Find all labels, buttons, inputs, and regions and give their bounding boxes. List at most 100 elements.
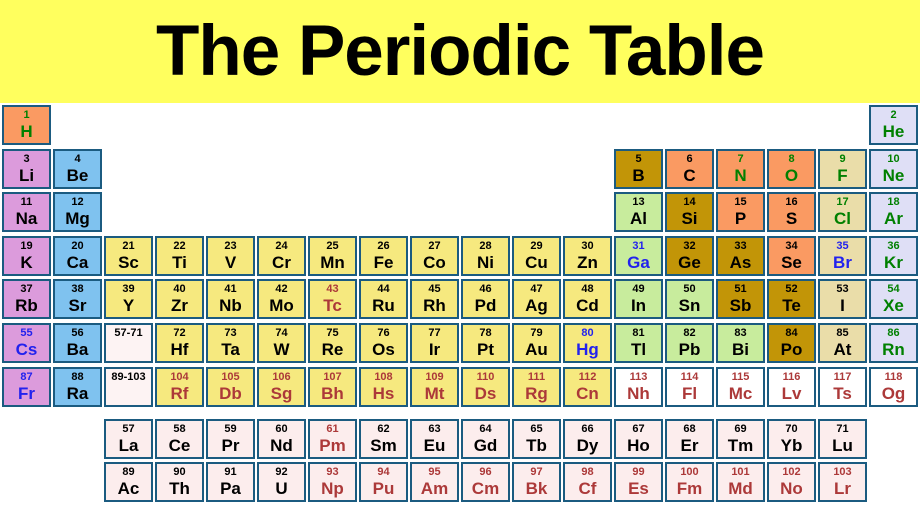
atomic-number: 110 [476, 370, 495, 383]
element-symbol: Rn [882, 339, 905, 359]
element-symbol: P [734, 209, 747, 229]
atomic-number: 118 [884, 370, 903, 383]
element-symbol: S [785, 209, 798, 229]
element-cell-tm: 69 Tm [716, 418, 765, 459]
atomic-number: 40 [173, 283, 186, 296]
element-symbol: Os [372, 339, 395, 359]
atomic-number: 74 [275, 326, 288, 339]
element-cell-tb: 65 Tb [512, 418, 561, 459]
atomic-number: 71 [836, 422, 849, 435]
atomic-number: 108 [374, 370, 393, 383]
element-cell-kr: 36 Kr [869, 235, 918, 276]
element-cell-tc: 43 Tc [308, 279, 357, 320]
element-cell-nh: 113 Nh [614, 366, 663, 407]
element-symbol: Kr [884, 252, 903, 272]
element-symbol: At [833, 339, 852, 359]
element-symbol: Rf [170, 383, 189, 403]
element-cell-rg: 111 Rg [512, 366, 561, 407]
element-cell-cu: 29 Cu [512, 235, 561, 276]
element-cell-ce: 58 Ce [155, 418, 204, 459]
atomic-number: 51 [734, 283, 747, 296]
atomic-number: 19 [20, 239, 33, 252]
atomic-number: 73 [224, 326, 237, 339]
atomic-number: 21 [122, 239, 135, 252]
element-symbol: Mc [728, 383, 753, 403]
element-cell-cl: 17 Cl [818, 192, 867, 233]
element-cell-mt: 109 Mt [410, 366, 459, 407]
element-cell-sn: 50 Sn [665, 279, 714, 320]
element-symbol: Cl [834, 209, 851, 229]
element-symbol: Db [219, 383, 242, 403]
element-cell-dy: 66 Dy [563, 418, 612, 459]
element-cell-md: 101 Md [716, 462, 765, 503]
element-symbol: Cd [576, 296, 599, 316]
element-symbol: Pt [477, 339, 494, 359]
element-cell-ca: 20 Ca [53, 235, 102, 276]
element-cell-fm: 100 Fm [665, 462, 714, 503]
element-symbol: Nb [219, 296, 242, 316]
element-symbol: Ce [168, 435, 191, 455]
atomic-number: 25 [326, 239, 339, 252]
atomic-number: 89 [122, 466, 135, 479]
element-symbol: Pm [319, 435, 346, 455]
element-symbol: Cr [272, 252, 291, 272]
atomic-number: 92 [275, 466, 288, 479]
atomic-number: 69 [734, 422, 747, 435]
page-title: The Periodic Table [156, 12, 765, 91]
element-cell-p: 15 P [716, 192, 765, 233]
element-cell-rh: 45 Rh [410, 279, 459, 320]
element-cell-ti: 22 Ti [155, 235, 204, 276]
element-cell-be: 4 Be [53, 148, 102, 189]
element-cell-at: 85 At [818, 322, 867, 363]
element-cell-nb: 41 Nb [206, 279, 255, 320]
atomic-number: 65 [530, 422, 543, 435]
element-symbol: Ts [833, 383, 852, 403]
atomic-number: 78 [479, 326, 492, 339]
element-cell-th: 90 Th [155, 462, 204, 503]
element-cell-db: 105 Db [206, 366, 255, 407]
element-cell-w: 74 W [257, 322, 306, 363]
element-symbol: N [734, 165, 747, 185]
element-cell-pa: 91 Pa [206, 462, 255, 503]
atomic-number: 33 [734, 239, 747, 252]
element-symbol: B [632, 165, 645, 185]
atomic-number: 80 [581, 326, 594, 339]
element-cell-pb: 82 Pb [665, 322, 714, 363]
atomic-number: 22 [173, 239, 186, 252]
atomic-number: 32 [683, 239, 696, 252]
element-symbol: U [275, 479, 288, 499]
atomic-number: 1 [23, 109, 30, 121]
element-symbol: Ac [117, 479, 140, 499]
atomic-number: 44 [377, 283, 390, 296]
element-cell-sg: 106 Sg [257, 366, 306, 407]
element-cell-li: 3 Li [2, 148, 51, 189]
periodic-table: 1 H 2 He 3 Li 4 Be 5 B 6 C 7 N 8 O 9 F 10 Ne 11 Na 12 Mg 13 Al 14 S… [0, 103, 920, 503]
element-cell-fl: 114 Fl [665, 366, 714, 407]
element-cell-bh: 107 Bh [308, 366, 357, 407]
element-symbol: Ir [428, 339, 441, 359]
atomic-number: 112 [578, 370, 597, 383]
element-cell-nd: 60 Nd [257, 418, 306, 459]
element-symbol: Ti [172, 252, 187, 272]
atomic-number: 24 [275, 239, 288, 252]
element-symbol: Ru [372, 296, 395, 316]
element-cell-bi: 83 Bi [716, 322, 765, 363]
atomic-number: 116 [782, 370, 801, 383]
element-cell-k: 19 K [2, 235, 51, 276]
atomic-number: 31 [632, 239, 645, 252]
atomic-number: 98 [581, 466, 594, 479]
atomic-number: 2 [890, 109, 897, 121]
element-symbol: Gd [473, 435, 498, 455]
atomic-number: 84 [785, 326, 798, 339]
element-cell-zr: 40 Zr [155, 279, 204, 320]
atomic-number: 5 [635, 152, 642, 165]
atomic-number: 46 [479, 283, 492, 296]
element-cell-la: 57 La [104, 418, 153, 459]
atomic-number: 55 [20, 326, 33, 339]
atomic-number: 82 [683, 326, 696, 339]
atomic-number: 67 [632, 422, 645, 435]
element-cell-am: 95 Am [410, 462, 459, 503]
